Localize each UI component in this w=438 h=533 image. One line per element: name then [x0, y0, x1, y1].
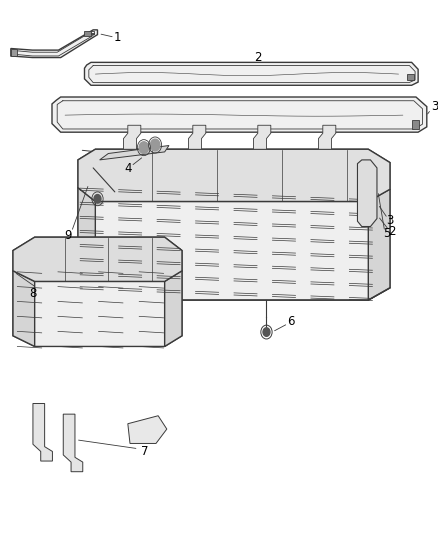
Polygon shape	[85, 62, 418, 85]
Polygon shape	[318, 125, 336, 149]
Polygon shape	[254, 125, 271, 149]
Circle shape	[94, 195, 101, 203]
Text: 2: 2	[254, 51, 261, 63]
Polygon shape	[52, 97, 427, 132]
Polygon shape	[85, 31, 91, 36]
Text: 8: 8	[29, 287, 36, 300]
Polygon shape	[13, 271, 35, 346]
Polygon shape	[188, 125, 206, 149]
Polygon shape	[11, 49, 18, 56]
Polygon shape	[78, 149, 390, 201]
Polygon shape	[413, 120, 420, 129]
Circle shape	[139, 142, 148, 154]
Text: 5: 5	[383, 228, 391, 240]
Polygon shape	[357, 160, 377, 227]
Polygon shape	[368, 189, 390, 300]
Polygon shape	[100, 146, 169, 160]
Polygon shape	[407, 74, 414, 80]
Text: 3: 3	[386, 214, 394, 227]
Text: 7: 7	[141, 446, 148, 458]
Text: 6: 6	[287, 316, 295, 328]
Text: 1: 1	[114, 31, 122, 44]
Circle shape	[263, 328, 270, 336]
Polygon shape	[78, 188, 95, 300]
Polygon shape	[128, 416, 167, 443]
Polygon shape	[33, 403, 53, 461]
Text: 3: 3	[431, 100, 438, 113]
Polygon shape	[124, 125, 141, 149]
Polygon shape	[78, 188, 390, 300]
Polygon shape	[165, 271, 182, 346]
Polygon shape	[13, 237, 182, 281]
Polygon shape	[63, 414, 83, 472]
Text: 2: 2	[388, 225, 396, 238]
Polygon shape	[11, 30, 98, 58]
Text: 4: 4	[124, 162, 131, 175]
Polygon shape	[13, 271, 182, 346]
Polygon shape	[13, 237, 182, 281]
Circle shape	[150, 139, 160, 151]
Text: 9: 9	[65, 229, 72, 242]
Polygon shape	[78, 149, 390, 201]
